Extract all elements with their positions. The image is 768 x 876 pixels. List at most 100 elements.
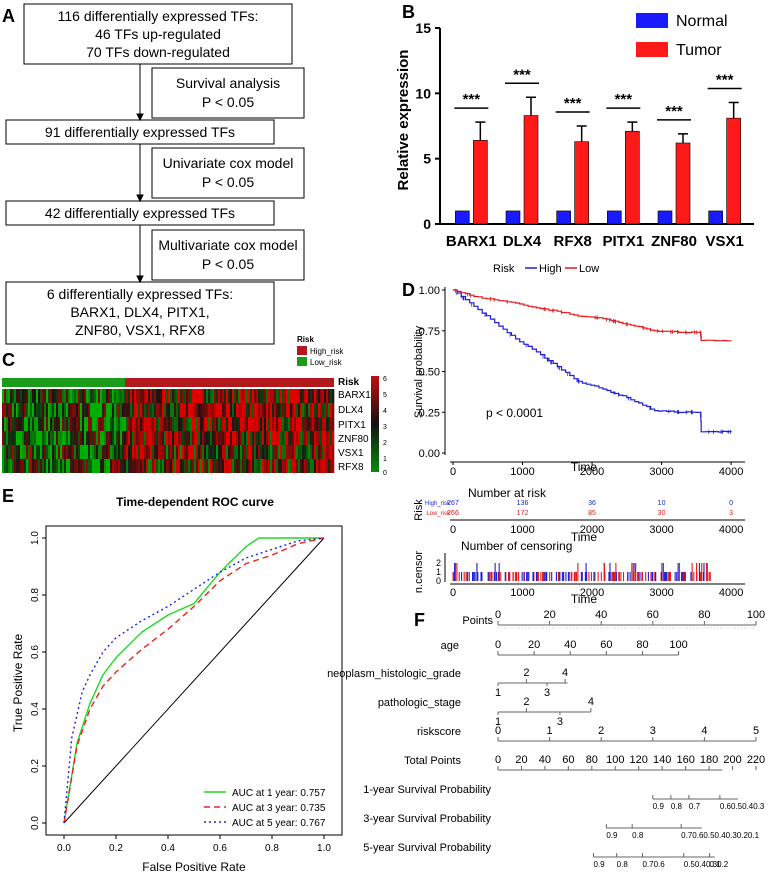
heatmap-cell bbox=[88, 403, 91, 417]
heatmap-cell bbox=[288, 403, 291, 417]
heatmap-cell bbox=[90, 445, 93, 459]
heatmap-cell bbox=[278, 403, 281, 417]
heatmap-cell bbox=[284, 403, 287, 417]
heatmap-cell bbox=[316, 389, 319, 403]
heatmap-cell bbox=[132, 445, 135, 459]
bar-y-tick-label: 10 bbox=[415, 85, 431, 101]
heatmap-cell bbox=[102, 417, 105, 431]
heatmap-cell bbox=[300, 417, 303, 431]
heatmap-cell bbox=[126, 403, 129, 417]
km-y-tick-label: 0.00 bbox=[419, 448, 440, 460]
heatmap-cell bbox=[38, 445, 41, 459]
heatmap-cell bbox=[312, 403, 315, 417]
heatmap-cell bbox=[164, 417, 167, 431]
heatmap-cell bbox=[312, 431, 315, 445]
heatmap-cell bbox=[262, 389, 265, 403]
heatmap-cell bbox=[12, 459, 15, 473]
km-x-axis-label: Time bbox=[571, 460, 598, 474]
panel-label-c: C bbox=[2, 350, 15, 370]
heatmap-legend-title: Risk bbox=[297, 335, 314, 344]
heatmap-cell bbox=[122, 431, 125, 445]
heatmap-cell bbox=[186, 445, 189, 459]
heatmap-cell bbox=[46, 403, 49, 417]
heatmap-gene-dlx4: DLX4 bbox=[338, 405, 363, 416]
km-risk-table: Number at risk Risk High_risk Low_risk T… bbox=[413, 486, 745, 544]
heatmap-cell bbox=[42, 459, 45, 473]
heatmap-cell bbox=[268, 445, 271, 459]
heatmap-cell bbox=[254, 403, 257, 417]
nomogram-tick-label: 200 bbox=[723, 754, 741, 766]
bar-tumor bbox=[726, 117, 741, 225]
heatmap-cell bbox=[38, 417, 41, 431]
heatmap-cell bbox=[44, 389, 47, 403]
nomogram-tick-label: 0.9 bbox=[593, 860, 605, 869]
heatmap-cell bbox=[266, 431, 269, 445]
heatmap-cell bbox=[258, 459, 261, 473]
heatmap-cell bbox=[216, 459, 219, 473]
heatmap-cell bbox=[260, 431, 263, 445]
heatmap-cell bbox=[288, 445, 291, 459]
heatmap-cell bbox=[202, 431, 205, 445]
heatmap-cell bbox=[134, 459, 137, 473]
heatmap-cell bbox=[236, 431, 239, 445]
bar-category-label: ZNF80 bbox=[651, 233, 697, 250]
heatmap-cell bbox=[124, 445, 127, 459]
heatmap-cell bbox=[108, 403, 111, 417]
heatmap-cell bbox=[128, 431, 131, 445]
heatmap-cell bbox=[32, 445, 35, 459]
km-y-tick-label: 0.75 bbox=[419, 326, 440, 338]
heatmap-cell bbox=[62, 459, 65, 473]
heatmap-cell bbox=[134, 389, 137, 403]
heatmap-cell bbox=[264, 389, 267, 403]
heatmap-cell bbox=[120, 389, 123, 403]
heatmap-cell bbox=[240, 445, 243, 459]
heatmap-cell bbox=[16, 403, 19, 417]
heatmap-cell bbox=[228, 431, 231, 445]
heatmap-cell bbox=[126, 389, 129, 403]
heatmap-cell bbox=[308, 389, 311, 403]
km-x-tick-label: 3000 bbox=[649, 466, 673, 478]
heatmap-cell bbox=[142, 445, 145, 459]
heatmap-cell bbox=[90, 431, 93, 445]
heatmap-cell bbox=[282, 403, 285, 417]
heatmap-cell bbox=[254, 459, 257, 473]
heatmap-cell bbox=[220, 445, 223, 459]
heatmap-cell bbox=[100, 417, 103, 431]
heatmap-cell bbox=[172, 403, 175, 417]
heatmap-cell bbox=[2, 389, 5, 403]
heatmap-cell bbox=[250, 445, 253, 459]
heatmap-cell bbox=[202, 459, 205, 473]
heatmap-cell bbox=[264, 431, 267, 445]
heatmap-cell bbox=[48, 417, 51, 431]
heatmap-cell bbox=[218, 403, 221, 417]
heatmap-cell bbox=[36, 445, 39, 459]
heatmap-cell bbox=[230, 431, 233, 445]
heatmap-cell bbox=[238, 389, 241, 403]
heatmap-cell bbox=[178, 431, 181, 445]
heatmap-cell bbox=[260, 445, 263, 459]
heatmap-cell bbox=[100, 459, 103, 473]
roc-legend-label: AUC at 5 year: 0.767 bbox=[232, 818, 326, 829]
heatmap-cell bbox=[132, 431, 135, 445]
heatmap-cell bbox=[76, 459, 79, 473]
heatmap-cell bbox=[108, 417, 111, 431]
heatmap-cell bbox=[150, 389, 153, 403]
heatmap-cell bbox=[142, 417, 145, 431]
heatmap-cell bbox=[170, 417, 173, 431]
heatmap-cell bbox=[86, 389, 89, 403]
heatmap-cell bbox=[96, 403, 99, 417]
nomogram-tick-label: 2 bbox=[598, 725, 604, 737]
heatmap-cell bbox=[122, 389, 125, 403]
heatmap-cell bbox=[202, 417, 205, 431]
km-curve-high bbox=[453, 289, 732, 433]
heatmap-cell bbox=[244, 445, 247, 459]
heatmap-cell bbox=[330, 389, 333, 403]
heatmap-cell bbox=[138, 403, 141, 417]
heatmap-cell bbox=[170, 445, 173, 459]
heatmap-cell bbox=[156, 389, 159, 403]
heatmap-cell bbox=[60, 417, 63, 431]
heatmap-cell bbox=[80, 445, 83, 459]
heatmap-cell bbox=[304, 389, 307, 403]
heatmap-cell bbox=[314, 403, 317, 417]
km-legend: Risk High Low bbox=[493, 263, 599, 275]
